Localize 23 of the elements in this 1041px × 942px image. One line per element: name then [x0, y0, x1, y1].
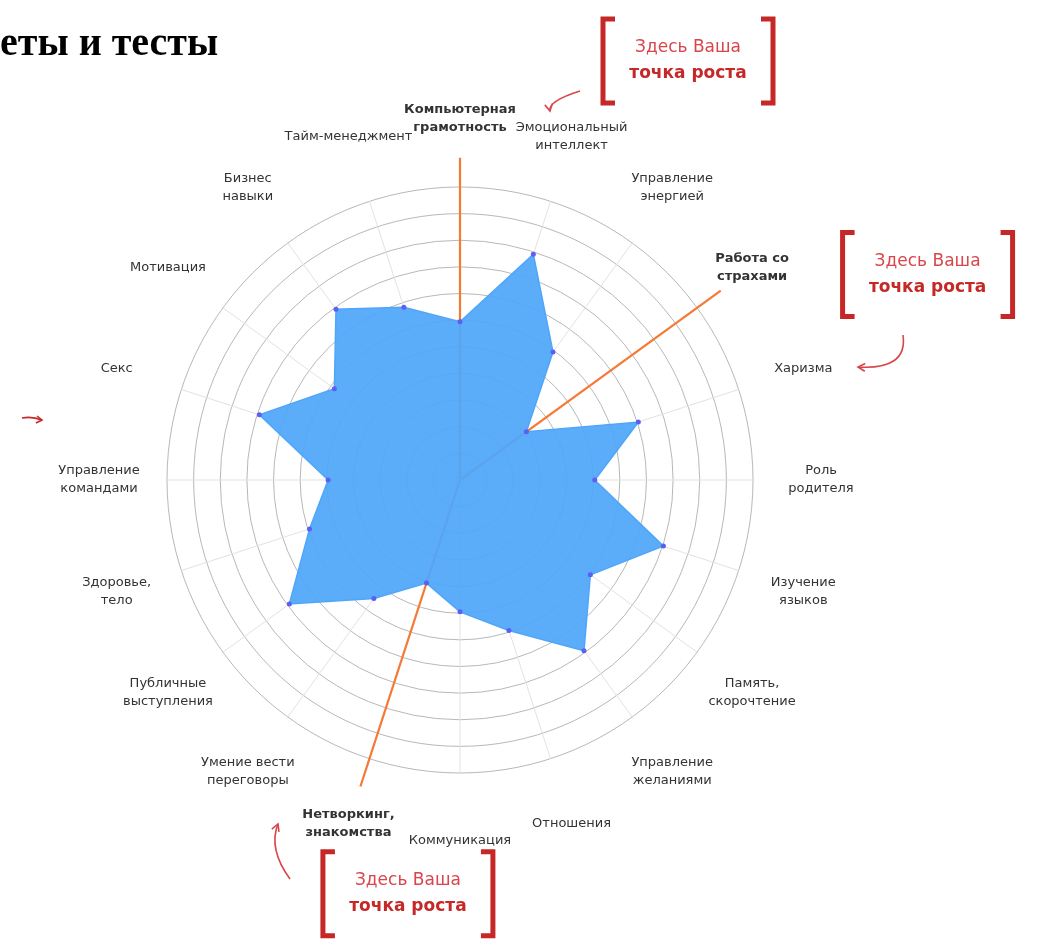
spoke-label: Харизма: [774, 359, 833, 375]
spoke-label: Память, скорочтение: [708, 674, 796, 708]
spoke-label: Управление желаниями: [631, 754, 713, 788]
text: Здесь Ваша точка роста: [349, 869, 467, 916]
chart-title: еты и тесты: [0, 18, 219, 65]
spoke-label: Управление командами: [58, 462, 140, 496]
spoke-label: Роль родителя: [788, 462, 854, 496]
spoke-label: Нетворкинг, знакомства: [302, 805, 395, 839]
spoke-label: Управление энергией: [631, 170, 713, 204]
spoke-label: Работа со страхами: [715, 250, 790, 284]
spoke-label: Мотивация: [129, 259, 206, 275]
text: Здесь Ваша точка роста: [868, 249, 987, 296]
spoke-label: Умение вести переговоры: [200, 754, 295, 788]
spoke-label: Отношения: [532, 814, 612, 830]
spoke-label: Публичные выступления: [122, 674, 213, 708]
spoke-label: Здоровье, тело: [82, 573, 152, 607]
spoke-label: Изучение языков: [770, 573, 836, 607]
spoke-label: Тайм-менеджмент: [283, 128, 413, 144]
spoke-label: Секс: [100, 359, 133, 375]
spoke-label: Эмоциональный интеллект: [515, 119, 628, 153]
spoke-label: Бизнес навыки: [222, 170, 274, 204]
spoke-label: Коммуникация: [408, 832, 512, 848]
text: Здесь Ваша точка роста: [629, 36, 747, 83]
